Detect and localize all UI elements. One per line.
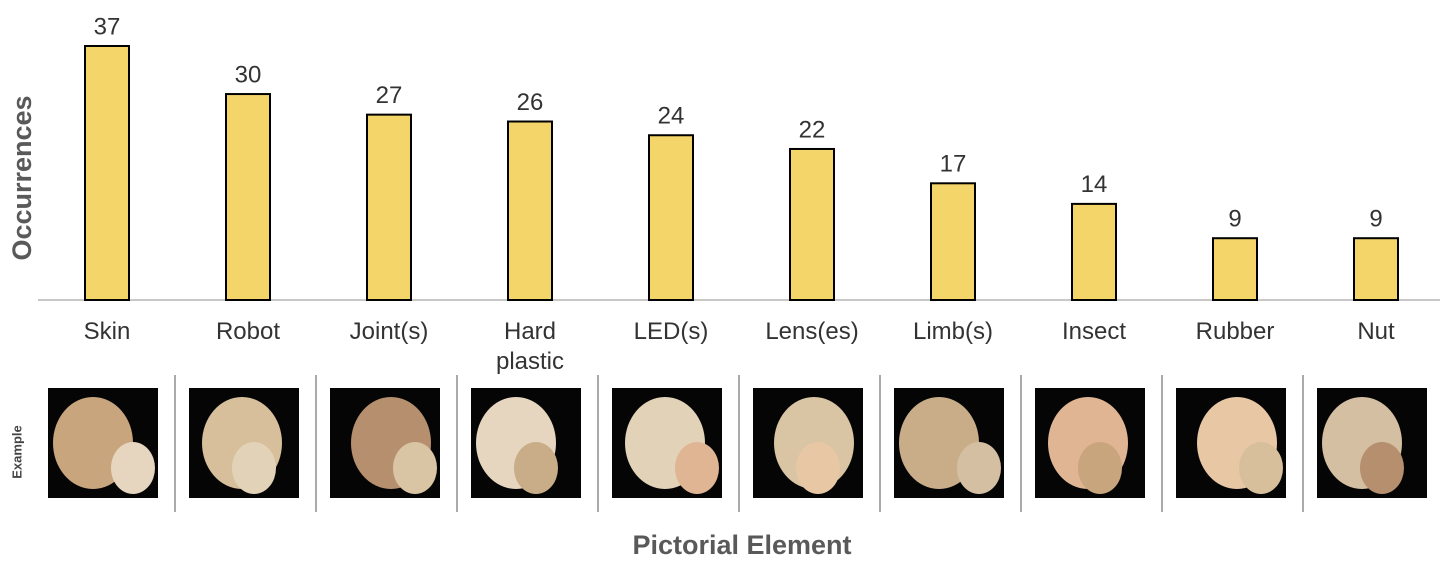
value-label: 17: [940, 151, 967, 178]
bar: [1212, 237, 1258, 301]
example-image: [612, 388, 722, 498]
image-shape: [675, 442, 719, 494]
value-label: 22: [799, 116, 826, 143]
image-shape: [1239, 442, 1283, 494]
image-shape: [1360, 442, 1404, 494]
x-tick-label: LED(s): [633, 318, 709, 345]
example-image: [48, 388, 158, 498]
bar: [366, 113, 412, 301]
image-shape: [393, 442, 437, 494]
value-label: 26: [517, 89, 544, 116]
image-shape: [957, 442, 1001, 494]
x-tick-label: Lens(es): [765, 318, 859, 345]
image-shape: [796, 442, 840, 494]
example-image: [1035, 388, 1145, 498]
example-image: [894, 388, 1004, 498]
bar: [1071, 202, 1117, 301]
value-label: 30: [235, 61, 262, 88]
example-label: Example: [9, 425, 24, 478]
example-image: [1176, 388, 1286, 498]
y-axis-title: Occurrences: [7, 95, 37, 260]
image-shape: [111, 442, 155, 494]
value-label: 27: [376, 82, 403, 109]
value-label: 24: [658, 103, 685, 130]
x-tick-label: Skin: [83, 318, 131, 345]
x-tick-label: Nut: [1357, 318, 1395, 345]
x-axis-title: Pictorial Element: [632, 530, 851, 560]
x-tick-label: Rubber: [1195, 318, 1275, 345]
value-label: 14: [1081, 171, 1108, 198]
bar: [789, 147, 835, 301]
image-shape: [1078, 442, 1122, 494]
x-tick-label: Joint(s): [349, 318, 429, 345]
x-tick-label: Limb(s): [912, 318, 993, 345]
bar: [930, 182, 976, 302]
bar: [648, 134, 694, 301]
bar: [84, 45, 130, 301]
bar: [225, 93, 271, 302]
bar: [1353, 237, 1399, 301]
x-tick-label: Insect: [1061, 318, 1127, 345]
example-image: [471, 388, 581, 498]
image-shape: [514, 442, 558, 494]
example-image: [753, 388, 863, 498]
example-image: [1317, 388, 1427, 498]
example-image: [189, 388, 299, 498]
value-label: 9: [1369, 206, 1382, 233]
image-shape: [232, 442, 276, 494]
x-tick-label: Hard plastic: [495, 318, 565, 375]
value-label: 37: [94, 13, 121, 40]
x-tick-label: Robot: [215, 318, 281, 345]
example-image: [330, 388, 440, 498]
bar: [507, 120, 553, 301]
value-label: 9: [1228, 206, 1241, 233]
